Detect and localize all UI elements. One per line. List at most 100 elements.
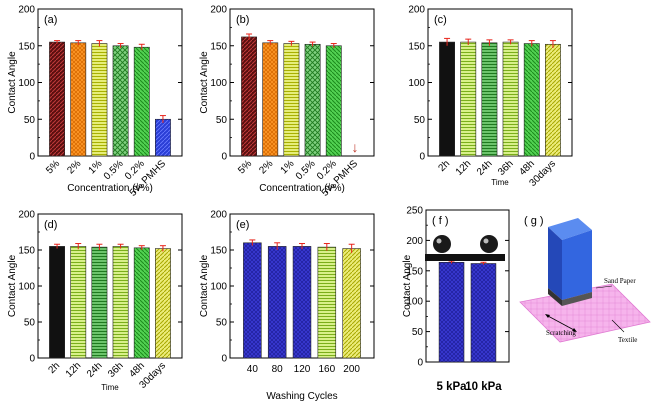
fabric-strip xyxy=(425,254,505,261)
x-axis-label: Washing Cycles xyxy=(266,391,337,402)
x-tick-label: 5% xyxy=(236,158,254,176)
bar xyxy=(243,242,262,359)
x-tick-label: 2% xyxy=(65,158,83,176)
droplet-right xyxy=(480,235,498,253)
y-tick-label: 200 xyxy=(18,5,35,16)
x-tick-label: 24h xyxy=(475,158,495,178)
y-tick-label: 50 xyxy=(216,115,228,126)
y-tick-label: 150 xyxy=(406,266,423,277)
bar xyxy=(304,43,321,157)
y-tick-label: 200 xyxy=(210,210,227,221)
x-axis-label: Concentration (v%) xyxy=(259,183,345,194)
y-tick-label: 100 xyxy=(406,297,423,308)
x-tick-label: 120 xyxy=(294,364,311,375)
y-tick-label: 100 xyxy=(18,78,35,89)
x-tick-label: 0.5% xyxy=(294,158,318,182)
plot-frame xyxy=(425,209,510,363)
panel-label-g: ( g ) xyxy=(524,215,544,227)
x-tick-label: 40 xyxy=(247,364,259,375)
panel-label-e: (e) xyxy=(236,219,249,231)
y-axis-label: Contact Angle xyxy=(7,51,18,114)
y-axis-label: Contact Angle xyxy=(199,51,210,114)
sand-paper-label: Sand Paper xyxy=(604,277,636,285)
x-axis-label: Concentration (v%) xyxy=(67,183,153,194)
x-tick-label: 2h xyxy=(437,158,453,174)
panel-label-f: ( f ) xyxy=(432,215,449,227)
bar xyxy=(49,246,65,359)
x-tick-label: 24h xyxy=(85,360,105,380)
y-tick-label: 50 xyxy=(216,318,228,329)
bar xyxy=(325,45,342,157)
bar xyxy=(155,248,171,359)
x-tick-label: 200 xyxy=(343,364,360,375)
bar xyxy=(91,246,108,359)
chart-e: 0 50 100 150 200 (e) 40 80 120 160 200 Washing Cycl… xyxy=(199,210,375,402)
bar xyxy=(470,263,497,363)
x-tick-label: 12h xyxy=(64,360,84,380)
bar xyxy=(133,46,150,157)
x-tick-label: 10 kPa xyxy=(465,381,502,393)
scratching-label: Scratching xyxy=(546,329,576,337)
no-data-arrow: ↓ xyxy=(351,139,358,155)
bar xyxy=(267,246,287,359)
panel-g-schematic: ( g ) Sand Paper Scratching Textile xyxy=(519,215,651,344)
y-tick-label: 150 xyxy=(210,246,227,257)
y-axis-label: Contact Angle xyxy=(7,254,18,317)
droplet-left xyxy=(433,235,451,253)
x-tick-label: 2% xyxy=(257,158,275,176)
y-tick-label: 100 xyxy=(210,282,227,293)
y-tick-label: 100 xyxy=(408,78,425,89)
sandpaper-front xyxy=(562,292,592,306)
x-tick-label: 5 kPa xyxy=(437,381,468,393)
bar xyxy=(460,41,477,157)
y-tick-label: 250 xyxy=(406,206,423,217)
x-tick-label: 160 xyxy=(318,364,335,375)
block-top xyxy=(548,218,592,240)
droplet-images xyxy=(425,235,505,261)
y-tick-label: 200 xyxy=(406,236,423,247)
x-tick-label: 0.5% xyxy=(102,158,126,182)
y-tick-label: 200 xyxy=(210,5,227,16)
textile-label: Textile xyxy=(618,336,637,344)
y-tick-label: 150 xyxy=(18,246,35,257)
x-tick-label: 5% xyxy=(44,158,62,176)
bar xyxy=(292,246,312,359)
x-tick-label: 12h xyxy=(454,158,474,178)
panel-label-c: (c) xyxy=(434,14,447,26)
x-axis-label: Time xyxy=(101,383,119,392)
bar xyxy=(112,45,129,157)
panel-label-a: (a) xyxy=(44,14,57,26)
y-axis-label: Contact Angle xyxy=(199,254,210,317)
x-axis-label: Time xyxy=(491,178,509,187)
y-tick-label: 200 xyxy=(408,5,425,16)
y-tick-label: 0 xyxy=(221,354,227,365)
y-tick-label: 0 xyxy=(29,354,35,365)
x-tick-label: 80 xyxy=(272,364,284,375)
y-tick-label: 0 xyxy=(417,358,423,369)
bar xyxy=(283,43,300,157)
bar xyxy=(241,36,257,157)
bar xyxy=(317,246,337,359)
y-axis-label: Contact Angle xyxy=(402,254,413,317)
bar xyxy=(70,42,87,157)
bar xyxy=(91,43,108,157)
block-left-face xyxy=(548,227,562,300)
bar xyxy=(262,42,279,157)
bar xyxy=(133,247,150,359)
y-tick-label: 150 xyxy=(408,41,425,52)
x-tick-label: 2h xyxy=(47,360,63,376)
x-tick-label: 36h xyxy=(496,158,516,178)
y-tick-label: 50 xyxy=(414,115,426,126)
y-tick-label: 150 xyxy=(18,41,35,52)
y-tick-label: 100 xyxy=(18,282,35,293)
panel-label-d: (d) xyxy=(44,219,57,231)
y-tick-label: 50 xyxy=(24,115,36,126)
bar xyxy=(112,246,129,359)
y-tick-label: 0 xyxy=(29,152,35,163)
